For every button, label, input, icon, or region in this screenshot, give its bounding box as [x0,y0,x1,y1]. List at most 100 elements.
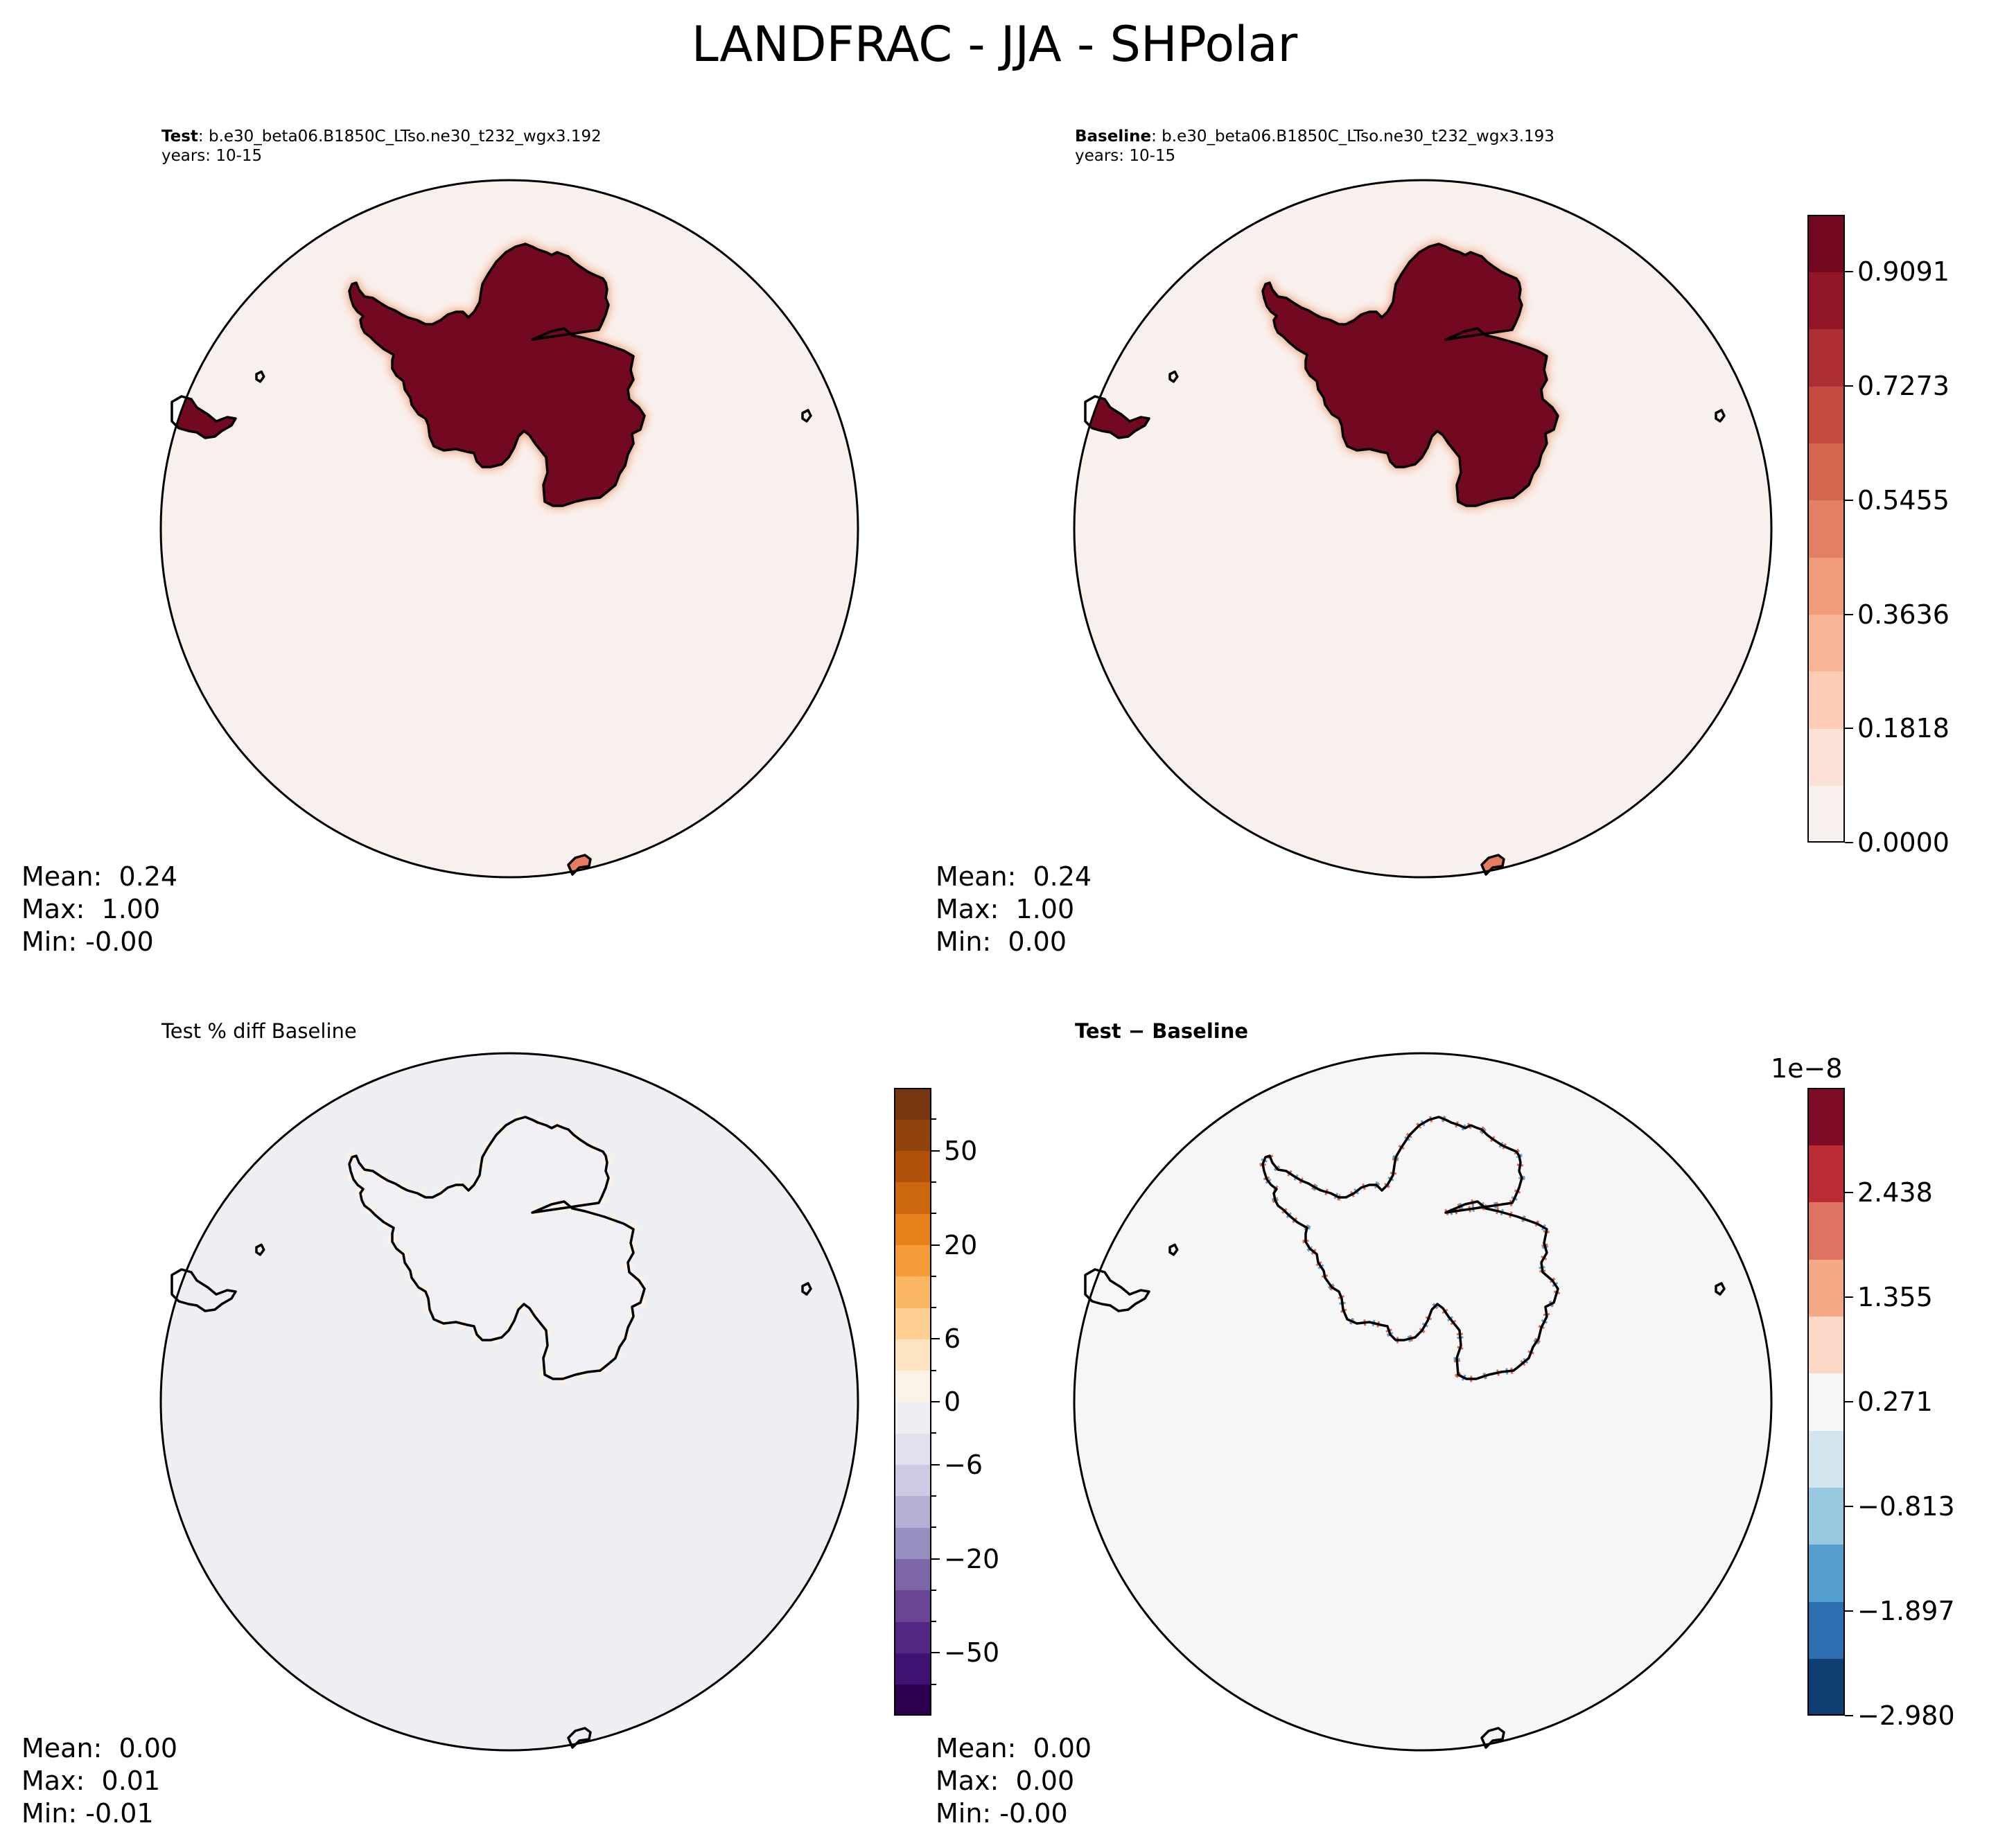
diff-mean: Mean: 0.00 [936,1733,1092,1763]
main-tick-label: 0.3636 [1857,599,1949,630]
main-tick [1845,842,1853,843]
main-tick-label: 0.1818 [1857,713,1949,744]
diff-tick [1845,1505,1853,1507]
diff-tick [1845,1610,1853,1612]
test-south-america-fill [172,396,236,438]
diff-segment [1807,1430,1845,1488]
pct-segment [894,1150,931,1183]
main-segment [1807,328,1845,387]
pct-tick [931,1401,940,1402]
pct-tick-label: 6 [944,1323,961,1355]
diff-tick-label: −2.980 [1857,1700,1955,1731]
main-segment [1807,785,1845,843]
pct-minor-tick [931,1118,936,1120]
baseline-panel-title: Baseline: b.e30_beta06.B1850C_LTso.ne30_… [1075,127,1554,146]
pct-tick [931,1338,940,1340]
pct-tick [931,1463,940,1466]
pct-tick [931,1150,940,1152]
pct-segment [894,1402,931,1434]
diff-tick [1845,1191,1853,1193]
diff-segment [1807,1202,1845,1260]
pct-tick-label: 0 [944,1387,961,1417]
main-colorbar: 0.0000 0.1818 0.3636 0.5455 0.7273 0.9091 [1807,215,1949,856]
pct-minor-tick [931,1275,936,1277]
main-tick [1845,385,1853,387]
pct-segment [894,1527,931,1559]
pct-segment [894,1308,931,1339]
pct-frame [894,1088,931,1716]
pct-tick [931,1558,940,1560]
pctdiff-field [161,1053,858,1750]
diff-segment [1807,1145,1845,1203]
diff-panel-title: Test − Baseline [1075,1019,1248,1043]
pct-segment [894,1370,931,1402]
pctdiff-stats: Mean: 0.00 Max: 0.01 Min: -0.01 [21,1732,177,1830]
diff-segment [1807,1373,1845,1431]
baseline-ocean-field [1074,180,1771,877]
pct-segment [894,1684,931,1716]
test-title-bold: Test [161,127,198,146]
pctdiff-panel-title: Test % diff Baseline [161,1019,357,1043]
baseline-map-boundary [1073,179,1773,879]
pct-segment [894,1213,931,1245]
baseline-years: years: 10-15 [1075,147,1176,165]
diff-tick [1845,1400,1853,1402]
baseline-south-america-fill [1085,396,1149,438]
pct-minor-tick [931,1495,936,1497]
pctdiff-bottom-coastline [567,1727,592,1749]
baseline-map [1073,179,1773,879]
test-map-boundary [159,179,859,879]
diff-segment [1807,1544,1845,1602]
main-tick-label: 0.5455 [1857,484,1949,516]
diff-frame [1807,1088,1845,1716]
pct-segment [894,1119,931,1152]
pct-minor-tick [931,1683,936,1685]
main-segment [1807,557,1845,615]
pct-segment [894,1621,931,1653]
test-mean: Mean: 0.24 [21,861,178,892]
test-years: years: 10-15 [161,147,263,165]
diff-tick [1845,1715,1853,1716]
main-segment [1807,215,1845,272]
pctdiff-island-coastline [255,1243,812,1296]
pct-segment [894,1339,931,1371]
diff-segment [1807,1658,1845,1716]
pct-segment [894,1088,931,1120]
test-ocean-field [161,180,858,877]
main-frame [1807,215,1845,843]
pct-segment [894,1464,931,1497]
pct-tick-label: −6 [944,1449,983,1480]
diff-segment [1807,1259,1845,1317]
main-segment [1807,671,1845,729]
pct-segment [894,1653,931,1685]
pct-segment [894,1181,931,1214]
pct-minor-tick [931,1307,936,1309]
diff-antarctica-coastline [1261,1116,1559,1380]
baseline-max: Max: 1.00 [936,894,1075,924]
diff-segment [1807,1487,1845,1545]
pct-segment [894,1244,931,1277]
main-tick [1845,271,1853,273]
main-tick-label: 0.7273 [1857,371,1949,402]
diff-field [1074,1053,1771,1750]
main-segment [1807,272,1845,330]
pct-minor-tick [931,1526,936,1529]
pct-tick-label: 20 [944,1229,978,1260]
baseline-antarctica-coastline [1261,243,1559,507]
pct-segment [894,1276,931,1308]
diff-title-bold: Test − Baseline [1075,1019,1249,1043]
test-island-coastline [255,370,812,423]
diff-island-coastline [1168,1243,1726,1296]
diff-stats: Mean: 0.00 Max: 0.00 Min: -0.00 [936,1732,1092,1830]
baseline-title-bold: Baseline [1075,127,1152,146]
pct-tick-label: −50 [944,1637,1000,1669]
test-stats: Mean: 0.24 Max: 1.00 Min: -0.00 [21,861,177,958]
pctdiff-mean: Mean: 0.00 [21,1733,178,1763]
pct-tick-label: 50 [944,1135,978,1166]
pct-minor-tick [931,1621,936,1623]
pct-tick [931,1652,940,1654]
baseline-island-coastline [1168,370,1726,423]
diff-segment [1807,1601,1845,1660]
main-segment [1807,614,1845,672]
diff-colorbar-offset: 1e−8 [1771,1053,1843,1084]
